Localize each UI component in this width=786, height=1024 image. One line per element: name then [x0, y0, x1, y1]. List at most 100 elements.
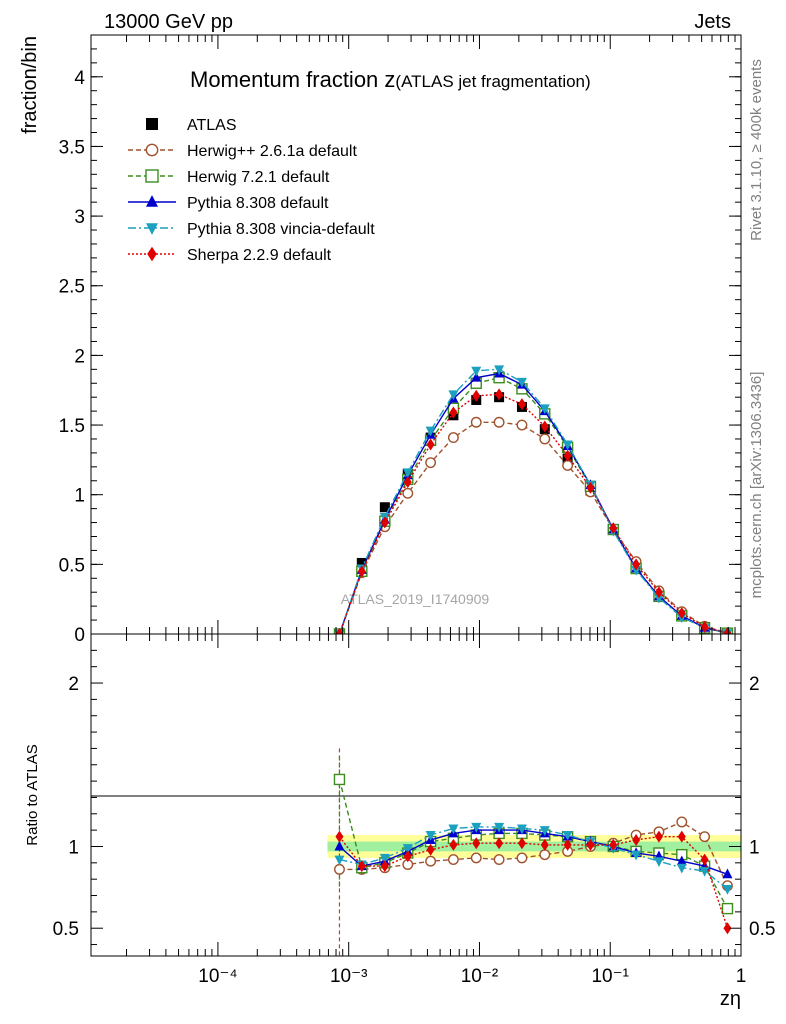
ratio-y-tick-label-right: 0.5	[749, 919, 775, 940]
ratio-plot-frame	[90, 633, 742, 957]
ratio-series-marker	[333, 773, 346, 786]
x-tick-label: 10⁻⁴	[198, 966, 237, 987]
ratio-series-marker	[449, 838, 458, 851]
main-series-marker	[540, 420, 549, 433]
main-series-marker	[449, 406, 458, 419]
ratio-series-marker	[516, 824, 527, 835]
legend-label: Sherpa 2.2.9 default	[187, 247, 332, 264]
main-series-marker	[425, 457, 437, 469]
x-tick-label: 1	[736, 966, 747, 987]
ratio-series-marker	[722, 884, 733, 895]
main-series-marker	[562, 459, 574, 471]
main-series-marker	[562, 440, 573, 451]
ratio-series-marker	[448, 824, 459, 835]
ratio-series-marker	[676, 816, 688, 828]
legend-marker	[146, 118, 158, 130]
legend-marker	[145, 143, 159, 157]
main-series-marker	[723, 627, 732, 634]
ratio-series-marker	[517, 837, 526, 850]
main-series-marker	[516, 377, 527, 388]
ratio-series-line	[339, 826, 728, 890]
main-series-marker	[654, 586, 663, 599]
ratio-series-marker	[563, 838, 572, 851]
main-series-marker	[380, 516, 389, 529]
main-plot-area	[333, 365, 734, 634]
ratio-series-marker	[403, 850, 412, 863]
ratio-series-marker	[562, 831, 573, 841]
ratio-y-tick-label: 0.5	[53, 919, 79, 940]
main-series-marker	[494, 365, 505, 376]
main-series-marker	[402, 487, 414, 499]
ratio-band-inner	[327, 841, 741, 852]
legend-marker	[146, 195, 158, 207]
header-process: Jets	[694, 11, 731, 33]
ratio-y-tick-label-right: 2	[749, 674, 760, 695]
ratio-series-marker	[402, 844, 413, 854]
main-series-marker	[335, 628, 344, 634]
chart-title-main: Momentum fraction z	[190, 67, 395, 92]
main-series-marker	[447, 432, 459, 444]
main-series-marker	[609, 522, 618, 535]
main-y-axis-title: fraction/bin	[19, 36, 41, 134]
ratio-series-marker	[495, 837, 504, 850]
ratio-y-axis-title: Ratio to ATLAS	[24, 744, 41, 845]
source-label: mcplots.cern.ch [arXiv:1306.3436]	[748, 372, 765, 599]
main-series-marker	[632, 558, 641, 571]
x-tick-label: 10⁻²	[461, 966, 499, 987]
legend-marker	[146, 223, 158, 235]
x-tick-label: 10⁻¹	[591, 966, 629, 987]
analysis-watermark: ATLAS_2019_I1740909	[341, 591, 490, 607]
legend-entry: Sherpa 2.2.9 default	[128, 246, 332, 264]
main-series-marker	[495, 388, 504, 401]
ratio-series-marker	[632, 833, 641, 846]
ratio-series-marker	[447, 854, 459, 866]
ratio-y-tick-label-right: 1	[749, 837, 760, 858]
ratio-series-marker	[654, 830, 663, 843]
ratio-series-marker	[699, 831, 711, 843]
ratio-series-marker	[723, 922, 732, 935]
main-series-marker	[493, 416, 505, 428]
main-y-tick-label: 2	[74, 346, 85, 367]
legend-marker	[147, 246, 157, 262]
main-series-marker	[357, 565, 366, 578]
legend-marker	[145, 169, 159, 183]
ratio-series-line	[338, 836, 729, 929]
main-series-marker	[653, 593, 664, 604]
main-series-marker	[471, 366, 482, 377]
legend-label: Pythia 8.308 default	[187, 195, 329, 212]
main-series-marker	[470, 416, 482, 428]
ratio-series-marker	[653, 857, 664, 867]
ratio-series-marker	[631, 850, 642, 861]
ratio-series-marker	[335, 830, 344, 843]
header-energy: 13000 GeV pp	[104, 11, 233, 33]
main-series-marker	[472, 389, 481, 402]
main-series-marker	[586, 481, 595, 494]
ratio-y-tick-label: 1	[68, 837, 79, 858]
legend-entry: Pythia 8.308 default	[128, 195, 329, 212]
main-series-line	[338, 368, 728, 634]
ratio-series-marker	[586, 838, 595, 851]
ratio-series-marker	[676, 855, 687, 866]
ratio-series-marker	[471, 822, 482, 833]
x-axis-title: zη	[720, 988, 741, 1010]
main-series-line	[338, 393, 728, 634]
ratio-series-marker	[721, 902, 734, 915]
main-series-marker	[448, 390, 459, 401]
ratio-series-marker	[425, 855, 437, 867]
ratio-series-marker	[334, 855, 345, 866]
main-series-marker	[539, 433, 551, 445]
ratio-plot-area	[333, 748, 734, 956]
legend-label: Pythia 8.308 vincia-default	[187, 221, 375, 238]
main-series-marker	[516, 419, 528, 431]
main-series-marker	[700, 621, 709, 634]
ratio-series-line	[338, 779, 729, 909]
ratio-series-marker	[426, 843, 435, 856]
main-y-tick-label: 0.5	[59, 555, 85, 576]
ratio-series-marker	[540, 838, 549, 851]
x-tick-label: 10⁻³	[330, 966, 368, 987]
main-y-tick-label: 3.5	[59, 137, 85, 158]
legend-entry: Herwig++ 2.6.1a default	[128, 143, 357, 160]
ratio-series-marker	[425, 831, 436, 841]
axes: 0 0.5 1 1.5 2 2.5 3 3.5 4 0.5 0.5 1 1 2 2 10⁻⁴ 10⁻³ 10⁻² 1…	[53, 35, 775, 987]
